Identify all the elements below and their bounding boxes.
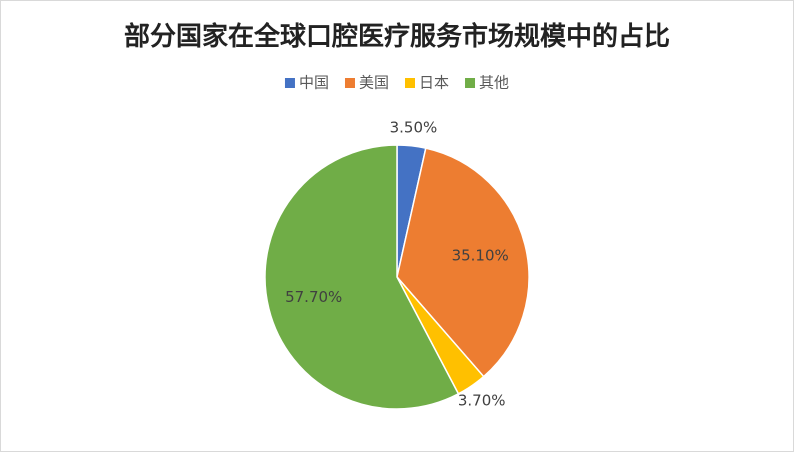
- chart-title: 部分国家在全球口腔医疗服务市场规模中的占比: [124, 21, 670, 52]
- legend-label: 美国: [359, 74, 389, 92]
- legend-swatch: [284, 78, 295, 88]
- pie-slice: [396, 147, 530, 378]
- legend-swatch: [405, 78, 415, 88]
- legend-label: 中国: [299, 74, 329, 92]
- pie-slice: [264, 144, 460, 410]
- data-label: 3.50%: [390, 118, 438, 136]
- legend-label: 其他: [479, 74, 509, 92]
- legend-swatch: [344, 78, 355, 88]
- legend: 中国 美国 日本 其他: [284, 74, 509, 92]
- data-label: 3.70%: [458, 391, 506, 409]
- legend-label: 日本: [419, 74, 449, 92]
- legend-swatch: [465, 78, 476, 88]
- data-label: 57.70%: [285, 288, 342, 306]
- data-label: 35.10%: [452, 246, 509, 264]
